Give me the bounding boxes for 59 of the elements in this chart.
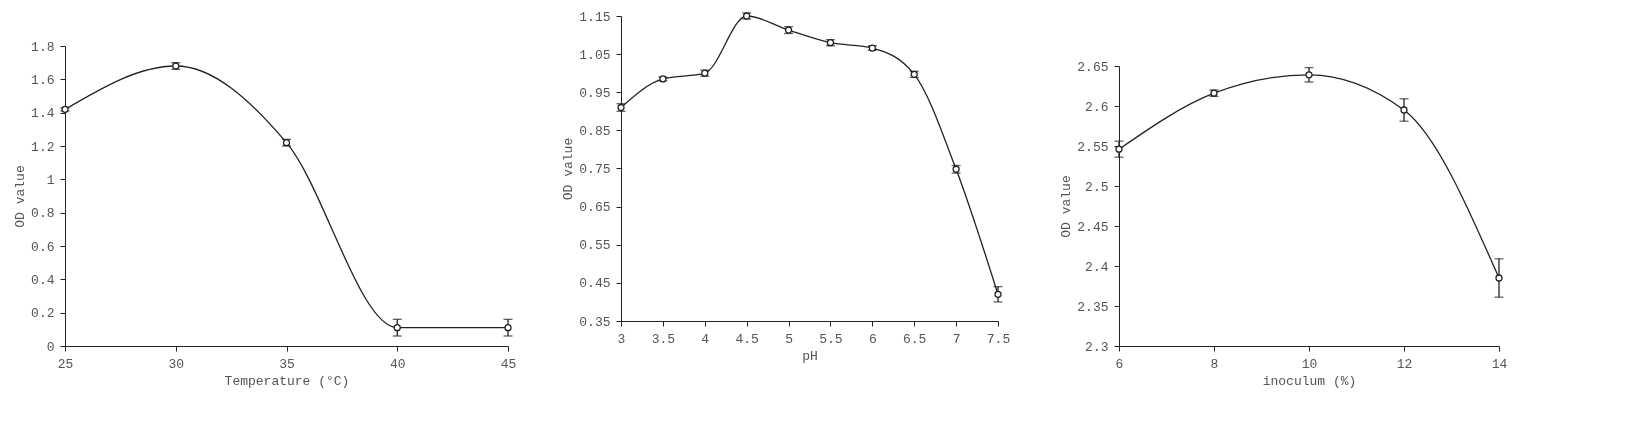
y-tick-label: 1.2: [31, 139, 55, 155]
y-tick-label: 2.35: [1077, 299, 1109, 315]
y-tick-label: 0.4: [31, 272, 55, 288]
x-tick-label: 25: [57, 356, 74, 372]
y-axis-title: OD value: [13, 165, 29, 228]
y-tick-label: 2.45: [1077, 219, 1109, 235]
y-tick-label: 0.55: [579, 238, 611, 254]
point: [1495, 274, 1503, 282]
x-tick-label: 40: [389, 356, 406, 372]
x-tick-label: 10: [1301, 356, 1318, 372]
y-tick-label: 0.85: [579, 123, 611, 139]
x-tick-label: 4.5: [735, 331, 759, 347]
point: [1400, 106, 1408, 114]
x-tick-label: 45: [500, 356, 517, 372]
y-tick-label: 0.45: [579, 276, 611, 292]
x-axis-title: pH: [802, 348, 818, 364]
y-tick-label: 0.75: [579, 162, 611, 177]
y-tick-label: 0.2: [31, 306, 55, 322]
y-tick-label: 1.05: [579, 47, 611, 63]
x-tick-label: 5.5: [819, 331, 843, 347]
x-tick-label: 6: [868, 331, 877, 347]
x-tick-label: 6.5: [903, 331, 927, 347]
y-tick-label: 2.65: [1077, 59, 1109, 75]
y-tick-label: 1: [46, 172, 55, 188]
x-tick-label: 5: [785, 331, 793, 347]
y-tick-label: 2.55: [1077, 139, 1109, 155]
y-tick-label: 1.8: [31, 39, 55, 55]
y-tick-label: 0: [46, 339, 55, 355]
x-tick-label: 12: [1396, 356, 1413, 372]
y-axis-title: OD value: [561, 137, 577, 201]
x-tick-label: 7: [952, 331, 961, 347]
x-tick-label: 30: [168, 356, 185, 372]
y-tick-label: 0.8: [31, 206, 55, 222]
y-tick-label: 2.5: [1085, 179, 1109, 195]
point: [1305, 71, 1313, 79]
y-tick-label: 0.6: [31, 239, 55, 255]
y-tick-label: 0.95: [579, 85, 611, 101]
y-tick-label: 1.4: [31, 106, 55, 122]
y-tick-label: 2.6: [1085, 99, 1109, 115]
x-tick-label: 6: [1115, 356, 1124, 372]
x-tick-label: 8: [1210, 356, 1219, 372]
y-tick-label: 1.6: [31, 72, 55, 88]
y-tick-label: 1.15: [579, 9, 611, 25]
x-tick-label: 3: [617, 331, 626, 347]
x-tick-label: 4: [701, 331, 710, 347]
y-tick-label: 2.4: [1085, 259, 1109, 275]
y-tick-label: 2.3: [1085, 339, 1109, 355]
point: [504, 324, 512, 332]
y-axis-title: OD value: [1059, 175, 1075, 238]
x-axis-title: Temperature (°C): [224, 373, 350, 389]
y-tick-label: 0.35: [579, 314, 611, 330]
x-axis-title: inoculum (%): [1262, 373, 1357, 389]
x-tick-label: 3.5: [651, 331, 676, 347]
x-tick-label: 35: [279, 356, 295, 372]
point: [994, 290, 1002, 298]
x-tick-label: 14: [1491, 356, 1508, 372]
x-tick-label: 7.5: [986, 331, 1011, 347]
point: [393, 324, 401, 332]
y-tick-label: 0.65: [579, 200, 611, 216]
